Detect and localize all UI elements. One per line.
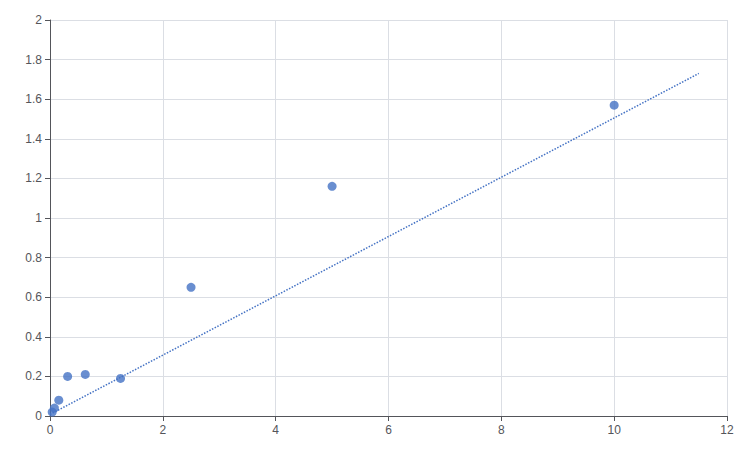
- svg-text:0: 0: [47, 423, 54, 437]
- svg-text:0.4: 0.4: [25, 330, 42, 344]
- svg-text:R² = 0.942: R² = 0.942: [405, 62, 466, 77]
- svg-text:2: 2: [35, 13, 42, 27]
- svg-text:12: 12: [720, 423, 734, 437]
- svg-text:0.2: 0.2: [25, 369, 42, 383]
- svg-text:0.8: 0.8: [25, 251, 42, 265]
- svg-text:1.2: 1.2: [25, 171, 42, 185]
- svg-text:6: 6: [385, 423, 392, 437]
- svg-text:0.6: 0.6: [25, 290, 42, 304]
- svg-text:2: 2: [159, 423, 166, 437]
- svg-text:10: 10: [607, 423, 621, 437]
- svg-text:1.6: 1.6: [25, 92, 42, 106]
- svg-text:8: 8: [498, 423, 505, 437]
- svg-text:1: 1: [35, 211, 42, 225]
- svg-text:0: 0: [35, 409, 42, 423]
- svg-text:1.8: 1.8: [25, 53, 42, 67]
- svg-text:4: 4: [272, 423, 279, 437]
- svg-text:1.4: 1.4: [25, 132, 42, 146]
